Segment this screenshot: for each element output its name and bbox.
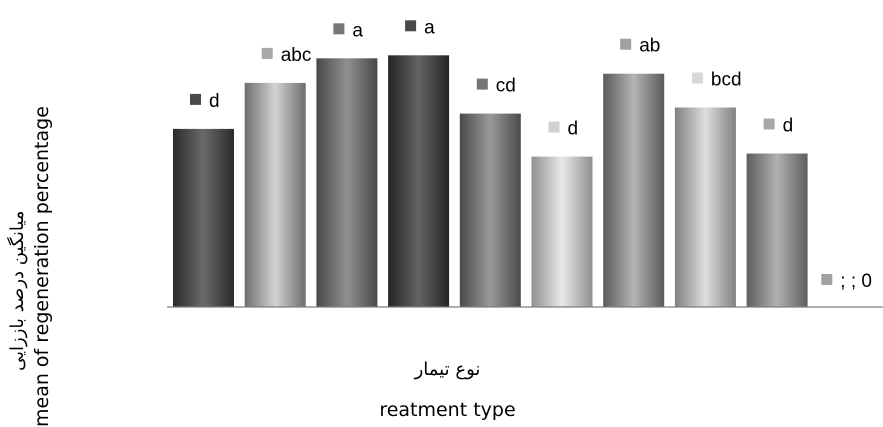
data-label-marker-9 (763, 118, 775, 130)
x-axis-label-fa: نوع تیمار (414, 359, 481, 380)
bar-6 (531, 156, 593, 307)
data-label-marker-1 (190, 93, 201, 105)
bar-9 (746, 153, 808, 307)
data-labels-layer: d abc a a cd d ab bcd d ; ; 0 (190, 17, 872, 292)
bar-4 (388, 55, 450, 307)
bars-layer (173, 55, 808, 308)
bar-2 (244, 82, 306, 308)
data-label-marker-8 (691, 72, 703, 84)
data-label-4: a (424, 17, 435, 38)
data-label-9: d (783, 116, 794, 137)
data-label-1: d (209, 91, 220, 112)
data-label-3: a (352, 20, 363, 41)
bar-7 (603, 73, 665, 307)
data-label-marker-2 (261, 47, 273, 59)
data-label-marker-6 (548, 121, 560, 133)
data-label-6: d (568, 119, 579, 140)
data-label-marker-4 (405, 20, 417, 32)
data-label-2: abc (281, 45, 312, 66)
data-label-5: cd (496, 76, 516, 97)
data-label-marker-10 (821, 274, 833, 285)
bar-8 (674, 107, 736, 307)
data-label-8: bcd (711, 70, 742, 91)
x-axis-label-en: reatment type (379, 399, 516, 421)
bar-3 (316, 58, 378, 307)
data-label-marker-5 (476, 78, 488, 90)
y-axis-label-fa: میانگین درصد باززایی (7, 210, 28, 371)
bar-1 (173, 128, 234, 307)
data-label-7: ab (639, 36, 660, 57)
data-label-marker-7 (620, 38, 632, 50)
data-label-10: ; ; 0 (840, 271, 872, 292)
bar-5 (459, 113, 521, 307)
data-label-marker-3 (333, 23, 345, 35)
